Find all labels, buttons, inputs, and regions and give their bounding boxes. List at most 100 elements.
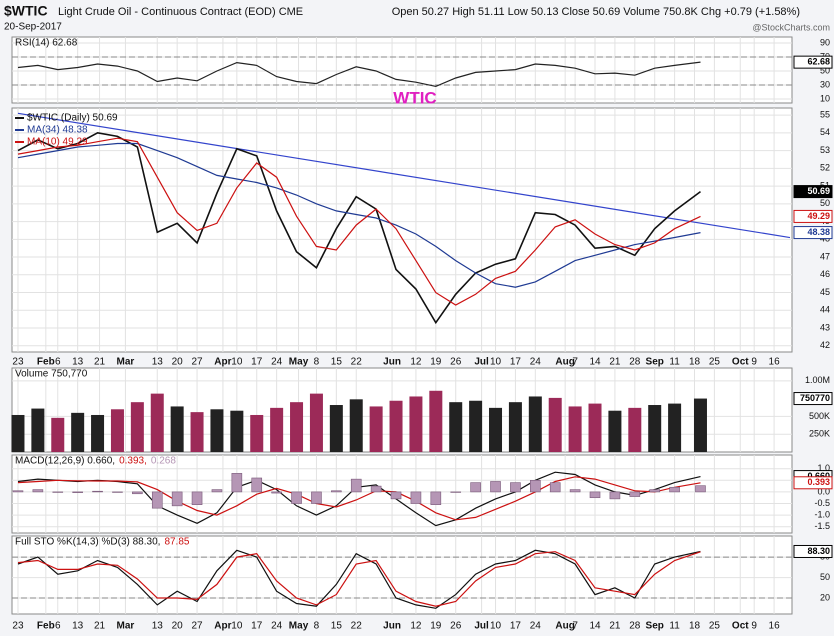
- annotation: WTIC: [393, 88, 436, 107]
- y-tick-label: 50: [820, 572, 830, 582]
- value-tag-label: 62.68: [807, 57, 830, 67]
- x-tick-label: 10: [231, 621, 243, 632]
- x-tick-label: 16: [769, 357, 781, 368]
- legend-entry: RSI(14) 62.68: [15, 38, 78, 49]
- histogram-bar: [430, 491, 442, 505]
- histogram-bar: [695, 485, 706, 493]
- histogram-bar: [271, 491, 282, 494]
- volume-bar: [110, 409, 124, 452]
- y-tick-label: -0.5: [814, 498, 830, 508]
- date: 20-Sep-2017: [4, 22, 62, 33]
- volume-bar: [250, 414, 264, 452]
- legend-entry: 0.393,: [119, 456, 147, 467]
- histogram-bar: [629, 491, 641, 497]
- x-tick-label: 11: [669, 357, 680, 368]
- histogram-bar: [331, 490, 342, 493]
- x-tick-label: 13: [152, 621, 164, 632]
- quote: Open 50.27 High 51.11 Low 50.13 Close 50…: [392, 6, 800, 18]
- y-tick-label: 42: [820, 340, 830, 350]
- y-tick-label: 0.0: [817, 486, 830, 496]
- value-tag-label: 49.29: [807, 211, 830, 221]
- x-tick-label: 17: [251, 357, 263, 368]
- legend-entry: MA(34) 48.38: [27, 125, 88, 136]
- trendline: [17, 112, 791, 239]
- histogram-bar: [370, 485, 382, 493]
- volume-bar: [489, 407, 503, 452]
- histogram-bar: [350, 478, 362, 493]
- x-tick-label: Feb: [37, 357, 55, 368]
- watermark: @StockCharts.com: [752, 22, 830, 32]
- x-tick-label: 6: [55, 621, 61, 632]
- value-tag: [793, 209, 833, 223]
- y-tick-label: 1.0: [817, 463, 830, 473]
- x-tick-label: 12: [410, 357, 422, 368]
- x-tick-label: May: [289, 357, 309, 368]
- x-tick-label: 25: [709, 621, 721, 632]
- volume-bar: [469, 400, 483, 452]
- volume-bar: [668, 403, 682, 452]
- histogram-bar: [470, 482, 481, 493]
- x-tick-label: 16: [769, 621, 781, 632]
- y-tick-label: 20: [820, 592, 830, 602]
- y-tick-label: 53: [820, 145, 830, 155]
- x-tick-label: 13: [72, 357, 84, 368]
- x-tick-label: 21: [94, 621, 106, 632]
- legend-entry: Full STO %K(14,3) %D(3) 88.30,: [15, 537, 160, 548]
- y-tick-label: 47: [820, 251, 830, 261]
- histogram-bar: [12, 490, 24, 493]
- value-tag: [793, 476, 833, 490]
- x-tick-label: 11: [669, 621, 680, 632]
- x-tick-label: Aug: [555, 621, 574, 632]
- histogram-bar: [211, 489, 223, 493]
- y-tick-label: 50: [820, 65, 830, 75]
- x-tick-label: 27: [191, 621, 203, 632]
- volume-bar: [369, 406, 383, 452]
- histogram-bar: [251, 477, 263, 493]
- x-tick-label: 10: [231, 357, 243, 368]
- x-tick-label: 8: [314, 357, 320, 368]
- x-tick-label: 15: [331, 621, 343, 632]
- volume-bar: [190, 412, 204, 452]
- y-tick-label: -1.0: [814, 510, 830, 520]
- x-tick-label: Jul: [474, 357, 489, 368]
- x-tick-label: 13: [152, 357, 164, 368]
- legend-entry: MA(10) 49.29: [27, 137, 88, 148]
- x-tick-label: Jun: [383, 357, 401, 368]
- volume-bar: [548, 397, 562, 452]
- volume-bar: [290, 402, 304, 452]
- x-tick-label: Oct: [732, 621, 749, 632]
- value-tag-label: 0.660: [807, 471, 830, 481]
- volume-bar: [449, 402, 463, 452]
- histogram-bar: [52, 491, 64, 493]
- panel: [11, 107, 793, 353]
- value-tag-label: 750770: [800, 393, 830, 403]
- value-tag: [793, 226, 833, 240]
- volume-bar: [528, 396, 542, 452]
- series-line: [17, 137, 701, 306]
- x-tick-label: 14: [589, 357, 601, 368]
- value-tag-label: 48.38: [807, 227, 830, 237]
- volume-bar: [648, 405, 662, 452]
- volume-bar: [51, 417, 65, 452]
- x-tick-label: Aug: [555, 357, 574, 368]
- x-tick-label: Mar: [117, 357, 135, 368]
- histogram-bar: [171, 491, 183, 507]
- legend-entry: 87.85: [164, 537, 189, 548]
- y-tick-label: 50: [820, 198, 830, 208]
- legend-entry: 0.268: [151, 456, 176, 467]
- x-tick-label: 24: [271, 621, 283, 632]
- histogram-bar: [231, 473, 243, 493]
- x-tick-label: 23: [12, 621, 24, 632]
- volume-bar: [230, 410, 244, 452]
- x-tick-label: 24: [530, 357, 542, 368]
- histogram-bar: [510, 482, 521, 493]
- volume-bar: [31, 408, 45, 452]
- x-tick-label: 25: [709, 357, 721, 368]
- volume-bar: [389, 400, 403, 452]
- x-tick-label: 22: [351, 621, 363, 632]
- series-line: [17, 61, 701, 88]
- x-tick-label: 9: [751, 357, 757, 368]
- x-tick-label: 10: [490, 621, 502, 632]
